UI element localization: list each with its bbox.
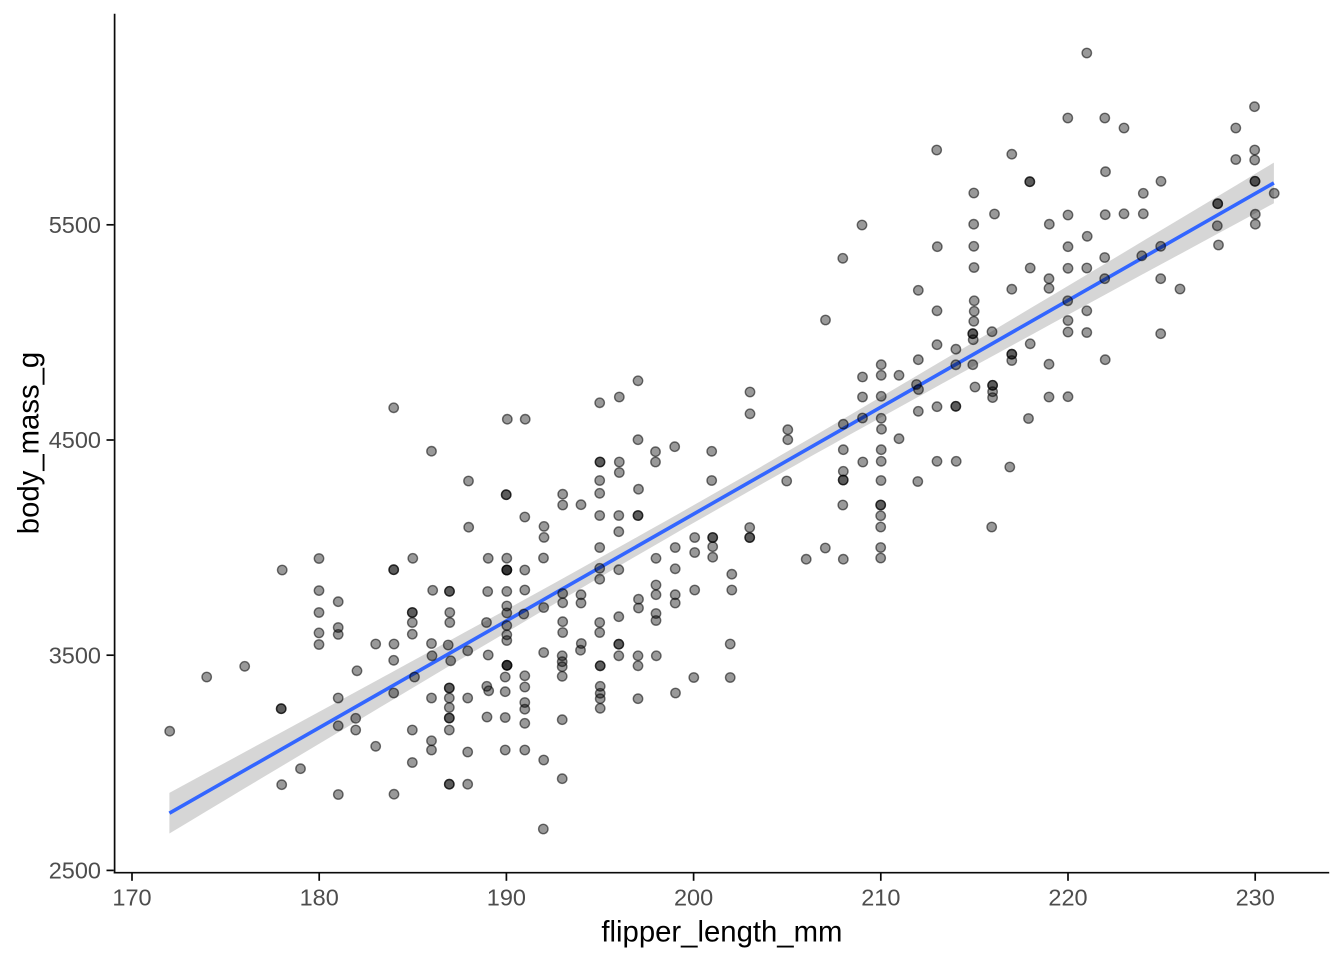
svg-text:230: 230 (1236, 885, 1275, 911)
svg-text:2500: 2500 (49, 858, 101, 884)
svg-text:body_mass_g: body_mass_g (13, 352, 46, 534)
svg-text:flipper_length_mm: flipper_length_mm (601, 916, 842, 949)
svg-text:5500: 5500 (49, 212, 101, 238)
svg-text:180: 180 (300, 885, 339, 911)
svg-text:210: 210 (861, 885, 900, 911)
svg-text:3500: 3500 (49, 642, 101, 668)
svg-text:220: 220 (1048, 885, 1087, 911)
svg-text:170: 170 (112, 885, 151, 911)
svg-text:200: 200 (674, 885, 713, 911)
svg-text:190: 190 (487, 885, 526, 911)
svg-text:4500: 4500 (49, 427, 101, 453)
